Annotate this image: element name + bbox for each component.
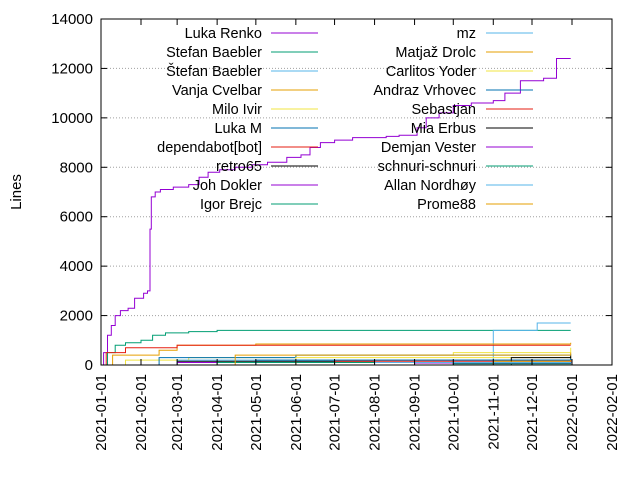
x-tick-label: 2021-07-01 <box>327 374 344 451</box>
x-tick-label: 2022-02-01 <box>604 374 621 451</box>
legend-label: mz <box>457 26 476 42</box>
series-lines <box>101 58 572 366</box>
x-tick-label: 2021-11-01 <box>485 374 502 450</box>
x-tick-label: 2021-06-01 <box>288 374 305 451</box>
x-tick-label: 2021-05-01 <box>248 374 265 451</box>
legend-label: Sebastjan <box>412 102 477 118</box>
legend-entry: Luka M <box>214 121 318 137</box>
series-line <box>101 342 572 366</box>
legend-label: Luka Renko <box>185 26 262 42</box>
legend-label: Igor Brejc <box>200 197 262 213</box>
x-tick-label: 2021-10-01 <box>445 374 462 451</box>
legend-entry: Prome88 <box>417 197 533 213</box>
legend-entry: Demjan Vester <box>381 140 533 156</box>
y-tick-label: 0 <box>85 357 93 374</box>
x-tick-label: 2022-01-01 <box>564 374 581 451</box>
legend-entry: Stefan Baebler <box>166 45 318 61</box>
legend-label: Prome88 <box>417 197 476 213</box>
legend-entry: mz <box>457 26 533 42</box>
series-line <box>101 344 571 366</box>
x-tick-label: 2021-04-01 <box>209 374 226 451</box>
y-tick-label: 2000 <box>60 308 93 325</box>
legend-entry: schnuri-schnuri <box>378 159 533 175</box>
legend-label: Štefan Baebler <box>166 63 262 80</box>
legend-entry: Carlitos Yoder <box>386 64 533 80</box>
legend-label: Allan Nordhøy <box>384 178 477 194</box>
legend-label: dependabot[bot] <box>157 140 262 156</box>
legend-entry: Joh Dokler <box>193 178 318 194</box>
legend: Luka Renko Stefan Baebler Štefan Baebler Va… <box>157 26 533 213</box>
y-axis-title: Lines <box>8 174 25 210</box>
legend-entry: Vanja Cvelbar <box>172 83 318 99</box>
legend-entry: Milo Ivir <box>212 102 318 118</box>
legend-entry: Andraz Vrhovec <box>373 83 533 99</box>
legend-entry: Allan Nordhøy <box>384 178 533 194</box>
y-tick-label: 12000 <box>51 60 93 77</box>
legend-label: Carlitos Yoder <box>386 64 476 80</box>
legend-entry: retro65 <box>216 159 318 175</box>
plot-frame <box>100 18 613 366</box>
legend-label: Milo Ivir <box>212 102 262 118</box>
legend-label: Vanja Cvelbar <box>172 83 262 99</box>
legend-label: schnuri-schnuri <box>378 159 476 175</box>
y-tick-label: 10000 <box>51 110 93 127</box>
grid-lines <box>101 67 612 317</box>
legend-entry: Štefan Baebler <box>166 63 318 80</box>
series-line <box>101 58 571 366</box>
legend-label: retro65 <box>216 159 262 175</box>
axes: 0 2000 4000 6000 8000 10000 12000 14000 2021-01-… <box>51 11 621 451</box>
y-tick-label: 4000 <box>60 258 93 275</box>
legend-entry: Mia Erbus <box>411 121 533 137</box>
legend-label: Joh Dokler <box>193 178 262 194</box>
legend-entry: Matjaž Drolc <box>395 45 533 61</box>
legend-label: Stefan Baebler <box>166 45 262 61</box>
y-tick-label: 6000 <box>60 209 93 226</box>
x-tick-label: 2021-12-01 <box>524 374 541 451</box>
x-tick-label: 2021-01-01 <box>93 374 110 451</box>
x-tick-label: 2021-02-01 <box>133 374 150 451</box>
legend-label: Demjan Vester <box>381 140 476 156</box>
y-tick-label: 14000 <box>51 11 93 28</box>
legend-label: Matjaž Drolc <box>395 45 476 61</box>
x-tick-label: 2021-08-01 <box>367 374 384 451</box>
legend-entry: Sebastjan <box>412 102 533 118</box>
x-tick-label: 2021-03-01 <box>169 374 186 451</box>
legend-entry: dependabot[bot] <box>157 140 318 156</box>
legend-label: Mia Erbus <box>411 121 476 137</box>
legend-entry: Luka Renko <box>185 26 318 42</box>
x-tick-label: 2021-09-01 <box>407 374 424 451</box>
legend-entry: Igor Brejc <box>200 197 318 213</box>
y-tick-label: 8000 <box>60 159 93 176</box>
legend-label: Luka M <box>214 121 262 137</box>
legend-label: Andraz Vrhovec <box>373 83 476 99</box>
